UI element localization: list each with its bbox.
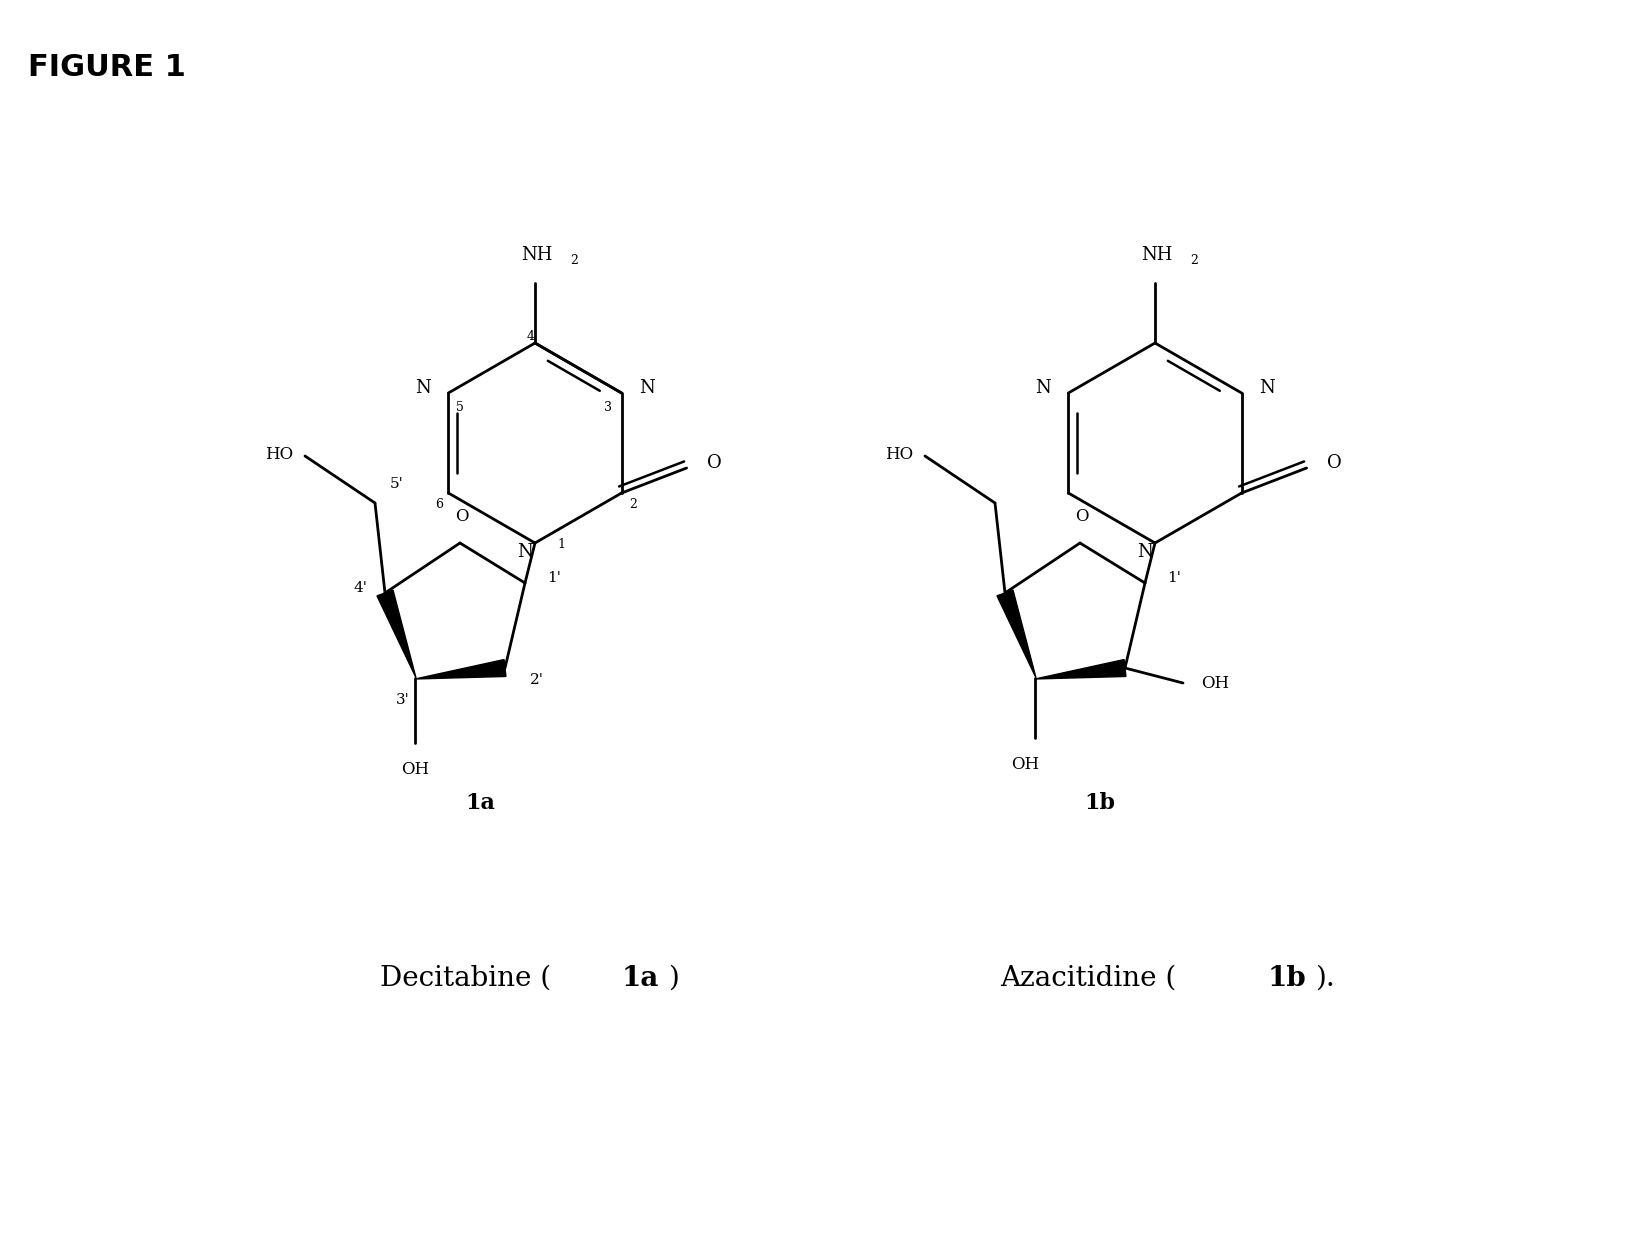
Text: O: O bbox=[1327, 454, 1341, 472]
Text: Azacitidine (: Azacitidine ( bbox=[999, 964, 1176, 992]
Polygon shape bbox=[415, 660, 506, 678]
Text: N: N bbox=[517, 543, 534, 561]
Text: 2: 2 bbox=[629, 498, 638, 511]
Text: ): ) bbox=[667, 964, 679, 992]
Text: 1b: 1b bbox=[1084, 792, 1115, 815]
Text: O: O bbox=[707, 454, 722, 472]
Text: 5': 5' bbox=[390, 477, 403, 491]
Text: 6: 6 bbox=[436, 498, 443, 511]
Text: NH: NH bbox=[522, 246, 553, 264]
Text: OH: OH bbox=[401, 761, 430, 777]
Polygon shape bbox=[377, 591, 416, 677]
Text: N: N bbox=[639, 379, 656, 397]
Text: 2: 2 bbox=[570, 254, 578, 267]
Text: 5: 5 bbox=[456, 401, 464, 413]
Text: HO: HO bbox=[885, 446, 914, 463]
Text: ).: ). bbox=[1315, 964, 1335, 992]
Text: FIGURE 1: FIGURE 1 bbox=[28, 53, 187, 82]
Text: N: N bbox=[1137, 543, 1153, 561]
Text: HO: HO bbox=[264, 446, 292, 463]
Text: O: O bbox=[456, 508, 469, 525]
Text: 1': 1' bbox=[1166, 571, 1181, 586]
Text: OH: OH bbox=[1201, 675, 1229, 692]
Text: 4: 4 bbox=[527, 331, 535, 343]
Polygon shape bbox=[998, 591, 1036, 677]
Text: 4': 4' bbox=[354, 581, 367, 595]
Text: N: N bbox=[415, 379, 431, 397]
Text: 2': 2' bbox=[530, 673, 544, 687]
Text: Decitabine (: Decitabine ( bbox=[380, 964, 552, 992]
Text: NH: NH bbox=[1142, 246, 1173, 264]
Text: 1': 1' bbox=[547, 571, 562, 586]
Text: 1: 1 bbox=[557, 539, 565, 551]
Text: 1b: 1b bbox=[1269, 964, 1307, 992]
Text: 1a: 1a bbox=[623, 964, 659, 992]
Text: N: N bbox=[1259, 379, 1275, 397]
Text: N: N bbox=[1034, 379, 1051, 397]
Text: O: O bbox=[1075, 508, 1089, 525]
Text: OH: OH bbox=[1011, 756, 1039, 773]
Text: 1a: 1a bbox=[466, 792, 496, 815]
Text: 3': 3' bbox=[396, 693, 410, 707]
Text: 2: 2 bbox=[1189, 254, 1198, 267]
Text: 3: 3 bbox=[603, 401, 611, 413]
Polygon shape bbox=[1036, 660, 1127, 678]
